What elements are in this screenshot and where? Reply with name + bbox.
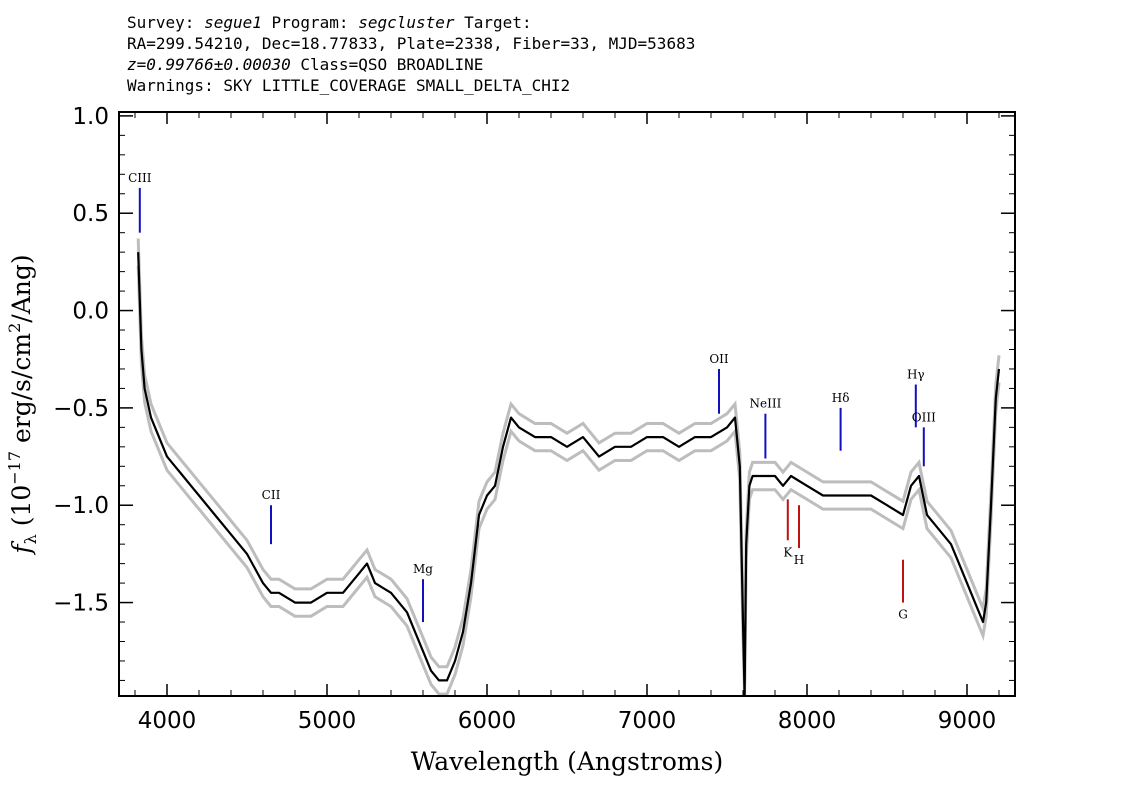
y-axis-title: fλ (10−17 erg/s/cm2/Ang) (5, 254, 40, 555)
line-label-H: H (794, 553, 804, 567)
y-tick-label: −0.5 (53, 396, 109, 422)
y-tick-label: 0.5 (72, 201, 109, 227)
line-label-OIII: OIII (912, 410, 936, 424)
line-label-CIII: CIII (128, 171, 152, 185)
spectrum-line (137, 252, 1001, 698)
survey-name: segue1 (204, 13, 262, 32)
line-label-Mg: Mg (413, 562, 433, 576)
x-tick-label: 6000 (458, 708, 517, 734)
header-line-coordinates: RA=299.54210, Dec=18.77833, Plate=2338, … (127, 34, 696, 53)
axis-ticks: 4000 5000 6000 7000 8000 9000 1.0 0.5 0.0 −0.5 −1.… (53, 104, 1015, 734)
x-tick-label: 5000 (298, 708, 357, 734)
y-tick-label: −1.0 (53, 493, 109, 519)
x-tick-label: 7000 (618, 708, 677, 734)
y-tick-label: −1.5 (53, 591, 109, 617)
line-label-OII: OII (709, 352, 729, 366)
line-label-CII: CII (262, 488, 281, 502)
noise-lower-envelope (136, 265, 1001, 697)
spectral-line-markers: CIII CII Mg OII NeIII Hδ Hγ OIII KH G (128, 171, 936, 623)
x-tick-label: 9000 (938, 708, 997, 734)
line-label-G: G (898, 608, 908, 622)
x-tick-label: 8000 (778, 708, 837, 734)
line-label-NeIII: NeIII (749, 397, 781, 411)
line-label-K: K (783, 545, 793, 559)
line-label-Hδ: Hδ (832, 391, 850, 405)
header-line-warnings: Warnings: SKY LITTLE_COVERAGE SMALL_DELT… (127, 76, 571, 95)
x-tick-label: 4000 (138, 708, 197, 734)
spectrum-layer (137, 252, 1001, 698)
line-label-Hγ: Hγ (907, 368, 925, 382)
noise-upper-envelope (136, 238, 1001, 683)
header-line-redshift: z=0.99766±0.00030 Class=QSO BROADLINE (127, 54, 695, 75)
header-line-survey: Survey: segue1 Program: segcluster Targe… (127, 13, 532, 32)
noise-band-layer (136, 238, 1001, 697)
program-name: segcluster (358, 13, 455, 32)
x-axis-title: Wavelength (Angstroms) (411, 747, 723, 776)
class-value: Class=QSO BROADLINE (290, 55, 484, 74)
y-tick-label: 1.0 (72, 104, 109, 130)
spectrum-header: Survey: segue1 Program: segcluster Targe… (127, 12, 695, 96)
plot-frame (118, 111, 1016, 697)
redshift-value: z=0.99766±0.00030 (127, 55, 291, 74)
y-tick-label: 0.0 (72, 299, 109, 325)
